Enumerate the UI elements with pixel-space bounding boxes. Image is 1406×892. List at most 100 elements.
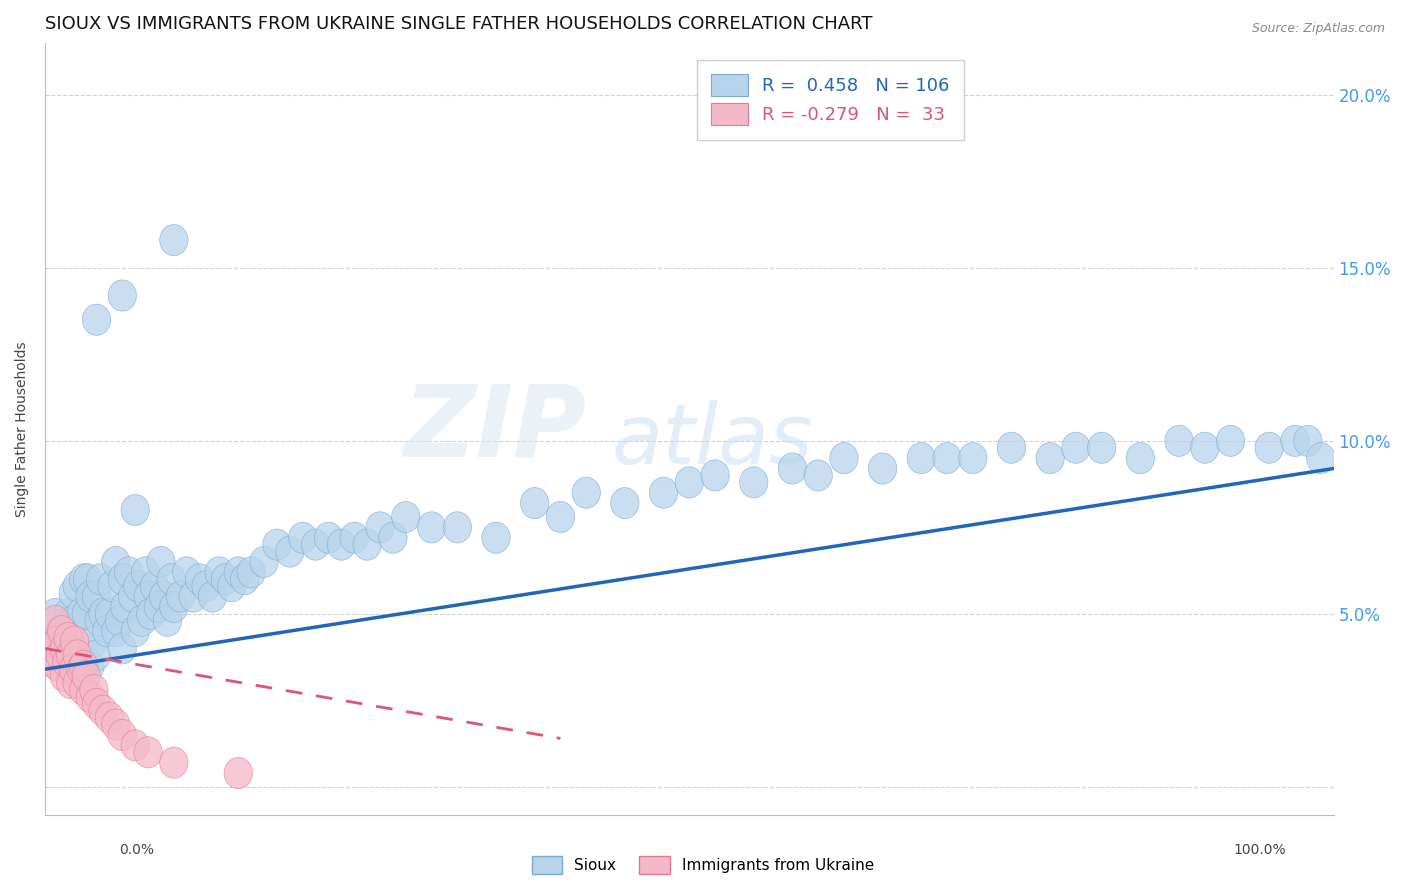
Ellipse shape	[443, 512, 471, 543]
Ellipse shape	[44, 640, 72, 671]
Ellipse shape	[315, 522, 343, 553]
Y-axis label: Single Father Households: Single Father Households	[15, 341, 30, 516]
Ellipse shape	[44, 650, 72, 681]
Ellipse shape	[96, 702, 124, 733]
Ellipse shape	[108, 633, 136, 664]
Ellipse shape	[69, 650, 98, 681]
Ellipse shape	[160, 591, 188, 623]
Ellipse shape	[37, 626, 66, 657]
Ellipse shape	[83, 640, 111, 671]
Ellipse shape	[959, 442, 987, 474]
Ellipse shape	[134, 581, 162, 612]
Ellipse shape	[105, 605, 134, 636]
Ellipse shape	[301, 529, 330, 560]
Ellipse shape	[149, 581, 177, 612]
Ellipse shape	[69, 633, 98, 664]
Ellipse shape	[328, 529, 356, 560]
Ellipse shape	[166, 581, 194, 612]
Ellipse shape	[141, 571, 169, 602]
Ellipse shape	[186, 564, 214, 595]
Ellipse shape	[179, 581, 207, 612]
Legend: R =  0.458   N = 106, R = -0.279   N =  33: R = 0.458 N = 106, R = -0.279 N = 33	[697, 60, 963, 140]
Ellipse shape	[173, 557, 201, 588]
Ellipse shape	[84, 605, 114, 636]
Ellipse shape	[418, 512, 446, 543]
Ellipse shape	[932, 442, 962, 474]
Ellipse shape	[108, 720, 136, 750]
Ellipse shape	[1216, 425, 1244, 457]
Ellipse shape	[51, 661, 79, 691]
Ellipse shape	[520, 488, 548, 518]
Ellipse shape	[160, 225, 188, 256]
Ellipse shape	[1126, 442, 1154, 474]
Ellipse shape	[288, 522, 316, 553]
Ellipse shape	[83, 304, 111, 335]
Ellipse shape	[572, 477, 600, 508]
Ellipse shape	[63, 667, 91, 698]
Ellipse shape	[114, 557, 143, 588]
Ellipse shape	[198, 581, 226, 612]
Text: 0.0%: 0.0%	[120, 843, 155, 856]
Ellipse shape	[211, 564, 239, 595]
Ellipse shape	[52, 647, 82, 678]
Ellipse shape	[121, 615, 149, 647]
Ellipse shape	[224, 757, 253, 789]
Ellipse shape	[83, 581, 111, 612]
Text: Source: ZipAtlas.com: Source: ZipAtlas.com	[1251, 22, 1385, 36]
Ellipse shape	[51, 633, 79, 664]
Ellipse shape	[46, 615, 75, 647]
Ellipse shape	[83, 689, 111, 720]
Ellipse shape	[610, 488, 640, 518]
Ellipse shape	[63, 571, 91, 602]
Ellipse shape	[53, 623, 83, 654]
Ellipse shape	[60, 626, 89, 657]
Ellipse shape	[1306, 442, 1334, 474]
Ellipse shape	[830, 442, 858, 474]
Text: atlas: atlas	[612, 400, 814, 481]
Ellipse shape	[89, 695, 117, 726]
Ellipse shape	[231, 564, 259, 595]
Ellipse shape	[702, 460, 730, 491]
Ellipse shape	[353, 529, 381, 560]
Ellipse shape	[59, 654, 87, 685]
Ellipse shape	[869, 453, 897, 484]
Ellipse shape	[59, 605, 87, 636]
Ellipse shape	[224, 557, 253, 588]
Ellipse shape	[89, 599, 117, 630]
Ellipse shape	[41, 605, 69, 636]
Ellipse shape	[72, 661, 100, 691]
Ellipse shape	[740, 467, 768, 498]
Ellipse shape	[1087, 433, 1116, 463]
Ellipse shape	[1164, 425, 1194, 457]
Ellipse shape	[907, 442, 935, 474]
Ellipse shape	[250, 547, 278, 577]
Ellipse shape	[67, 654, 96, 685]
Ellipse shape	[80, 674, 108, 706]
Ellipse shape	[41, 599, 69, 630]
Ellipse shape	[86, 564, 114, 595]
Ellipse shape	[134, 737, 162, 768]
Ellipse shape	[73, 564, 101, 595]
Legend: Sioux, Immigrants from Ukraine: Sioux, Immigrants from Ukraine	[526, 850, 880, 880]
Ellipse shape	[997, 433, 1025, 463]
Ellipse shape	[51, 633, 79, 664]
Ellipse shape	[124, 571, 152, 602]
Ellipse shape	[101, 547, 129, 577]
Ellipse shape	[80, 626, 108, 657]
Ellipse shape	[128, 605, 156, 636]
Ellipse shape	[392, 501, 420, 533]
Ellipse shape	[378, 522, 408, 553]
Ellipse shape	[69, 674, 98, 706]
Ellipse shape	[35, 640, 63, 671]
Ellipse shape	[160, 747, 188, 778]
Ellipse shape	[650, 477, 678, 508]
Ellipse shape	[53, 599, 83, 630]
Ellipse shape	[218, 571, 246, 602]
Ellipse shape	[101, 615, 129, 647]
Ellipse shape	[118, 581, 146, 612]
Ellipse shape	[146, 547, 176, 577]
Ellipse shape	[238, 557, 266, 588]
Ellipse shape	[63, 640, 91, 671]
Ellipse shape	[482, 522, 510, 553]
Ellipse shape	[56, 626, 84, 657]
